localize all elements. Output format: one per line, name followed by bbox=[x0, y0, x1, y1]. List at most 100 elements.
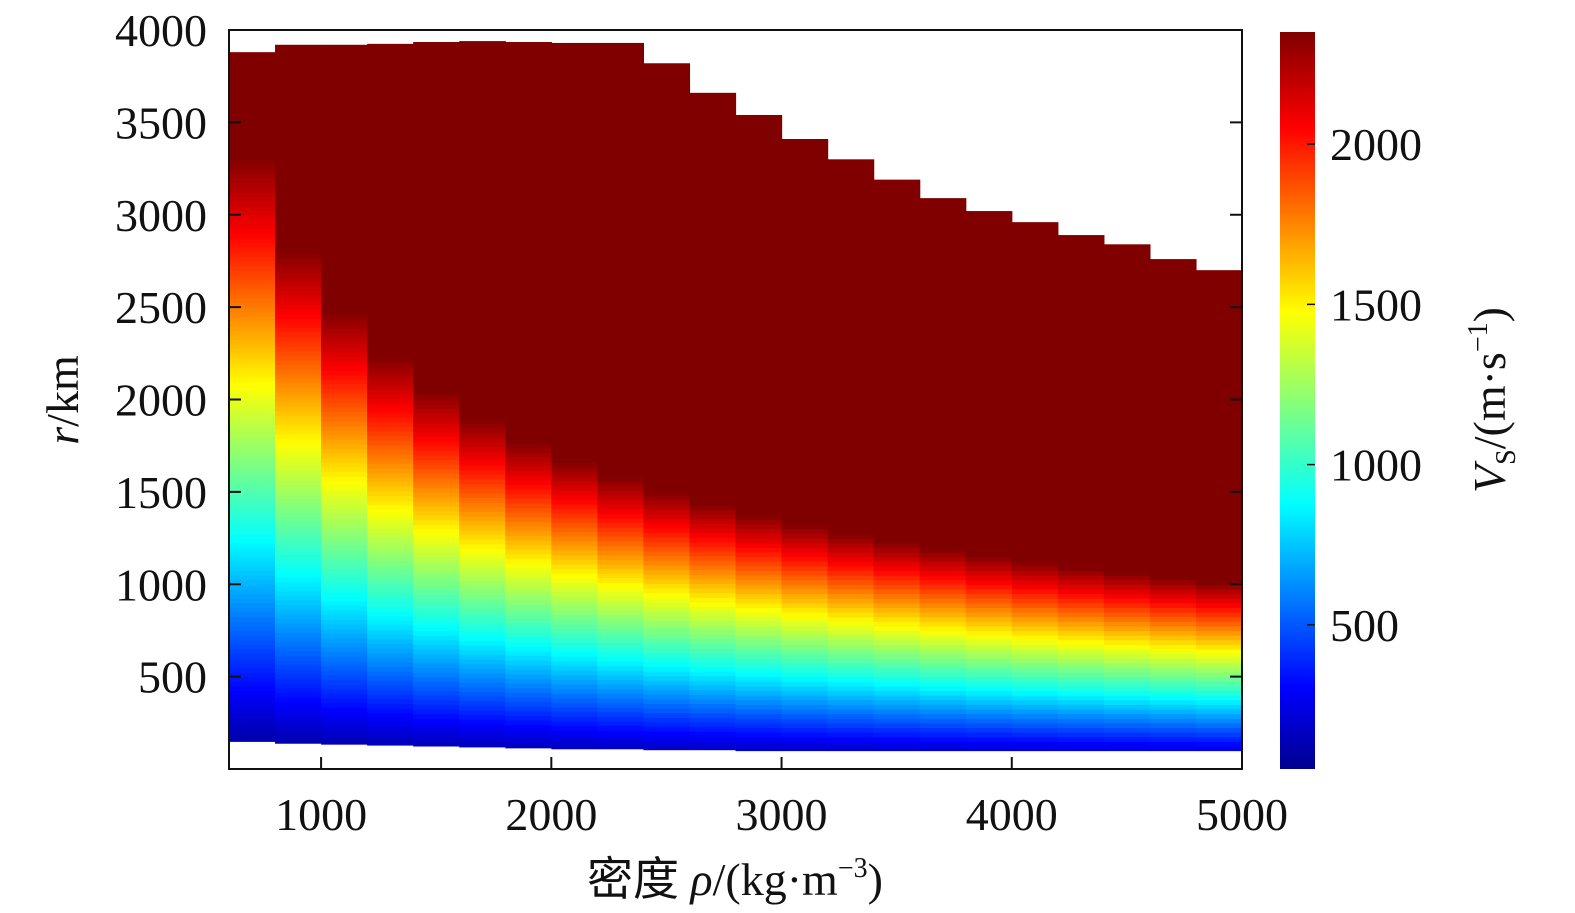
heatmap-cell bbox=[367, 135, 414, 141]
heatmap-cell bbox=[781, 501, 829, 507]
heatmap-cell bbox=[275, 609, 322, 615]
heatmap-cell bbox=[827, 598, 875, 604]
heatmap-cell bbox=[229, 727, 276, 733]
heatmap-cell bbox=[321, 637, 368, 644]
heatmap-cell bbox=[873, 672, 921, 678]
heatmap-cell bbox=[505, 262, 552, 269]
heatmap-cell bbox=[505, 138, 552, 144]
heatmap-cell bbox=[229, 417, 276, 424]
heatmap-cell bbox=[505, 586, 552, 592]
heatmap-cell bbox=[367, 583, 414, 589]
heatmap-cell bbox=[367, 504, 414, 511]
heatmap-cell bbox=[505, 318, 552, 324]
heatmap-cell bbox=[735, 320, 783, 327]
heatmap-cell bbox=[321, 314, 368, 320]
heatmap-cell bbox=[505, 632, 552, 638]
heatmap-cell bbox=[1103, 551, 1151, 558]
heatmap-cell bbox=[413, 570, 460, 576]
heatmap-cell bbox=[827, 727, 875, 733]
heatmap-cell bbox=[229, 616, 276, 622]
heatmap-cell bbox=[229, 478, 276, 484]
heatmap-cell bbox=[643, 209, 691, 215]
heatmap-cell bbox=[643, 320, 691, 326]
heatmap-cell bbox=[229, 339, 276, 345]
heatmap-cell bbox=[597, 125, 645, 131]
heatmap-cell bbox=[229, 90, 276, 96]
heatmap-cell bbox=[413, 616, 460, 622]
heatmap-cell bbox=[1011, 270, 1059, 276]
heatmap-cell bbox=[413, 297, 460, 304]
heatmap-cell bbox=[689, 661, 737, 668]
heatmap-cell bbox=[919, 602, 967, 608]
heatmap-cell bbox=[459, 229, 506, 235]
heatmap-cell bbox=[827, 417, 875, 424]
heatmap-cell bbox=[551, 175, 598, 182]
heatmap-cell bbox=[781, 381, 829, 387]
heatmap-cell bbox=[643, 306, 691, 312]
heatmap-cell bbox=[321, 559, 368, 565]
heatmap-cell bbox=[1103, 695, 1151, 701]
heatmap-cell bbox=[413, 598, 460, 604]
heatmap-cell bbox=[965, 427, 1013, 433]
heatmap-cell bbox=[413, 741, 460, 747]
heatmap-cell bbox=[873, 274, 921, 281]
heatmap-cell bbox=[1149, 454, 1197, 461]
heatmap-cell bbox=[321, 88, 368, 94]
heatmap-cell bbox=[551, 231, 598, 237]
heatmap-cell bbox=[873, 584, 921, 590]
heatmap-cell bbox=[919, 741, 967, 747]
heatmap-cell bbox=[413, 42, 460, 45]
heatmap-cell bbox=[1103, 320, 1151, 327]
heatmap-cell bbox=[367, 66, 414, 72]
heatmap-cell bbox=[1057, 274, 1105, 281]
heatmap-cell bbox=[873, 316, 921, 322]
heatmap-cell bbox=[965, 325, 1013, 331]
heatmap-cell bbox=[367, 412, 414, 418]
heatmap-cell bbox=[367, 514, 414, 520]
heatmap-cell bbox=[413, 394, 460, 401]
heatmap-cell bbox=[643, 620, 691, 626]
heatmap-cell bbox=[735, 214, 783, 220]
heatmap-cell bbox=[919, 699, 967, 705]
heatmap-cell bbox=[459, 312, 506, 318]
heatmap-cell bbox=[689, 514, 737, 520]
heatmap-cell bbox=[643, 643, 691, 649]
heatmap-cell bbox=[459, 474, 506, 480]
heatmap-cell bbox=[597, 494, 645, 500]
heatmap-cell bbox=[229, 644, 276, 650]
heatmap-cell bbox=[413, 274, 460, 281]
heatmap-cell bbox=[367, 116, 414, 123]
heatmap-cell bbox=[965, 561, 1013, 567]
heatmap-cell bbox=[321, 342, 368, 348]
heatmap-cell bbox=[643, 463, 691, 469]
heatmap-cell bbox=[367, 43, 414, 49]
heatmap-cell bbox=[321, 684, 368, 690]
heatmap-cell bbox=[827, 639, 875, 645]
heatmap-cell bbox=[229, 159, 276, 165]
heatmap-cell bbox=[597, 490, 645, 496]
heatmap-cell bbox=[551, 65, 598, 71]
heatmap-cell bbox=[781, 478, 829, 484]
heatmap-cell bbox=[597, 402, 645, 408]
heatmap-cell bbox=[827, 607, 875, 613]
heatmap-cell bbox=[781, 200, 829, 207]
heatmap-cell bbox=[827, 459, 875, 465]
heatmap-cell bbox=[1011, 339, 1059, 345]
heatmap-cell bbox=[1057, 648, 1105, 655]
heatmap-cell bbox=[229, 182, 276, 188]
heatmap-cell bbox=[1011, 635, 1059, 641]
heatmap-cell bbox=[1149, 302, 1197, 308]
heatmap-cell bbox=[1057, 325, 1105, 331]
heatmap-cell bbox=[597, 471, 645, 477]
heatmap-cell bbox=[965, 602, 1013, 608]
heatmap-cell bbox=[1057, 473, 1105, 479]
heatmap-cell bbox=[459, 271, 506, 277]
heatmap-cell bbox=[413, 593, 460, 599]
heatmap-cell bbox=[367, 218, 414, 224]
heatmap-cell bbox=[965, 219, 1013, 225]
heatmap-cell bbox=[459, 686, 506, 693]
heatmap-cell bbox=[413, 528, 460, 535]
heatmap-cell bbox=[1195, 639, 1242, 645]
heatmap-cell bbox=[873, 699, 921, 705]
heatmap-cell bbox=[367, 666, 414, 672]
